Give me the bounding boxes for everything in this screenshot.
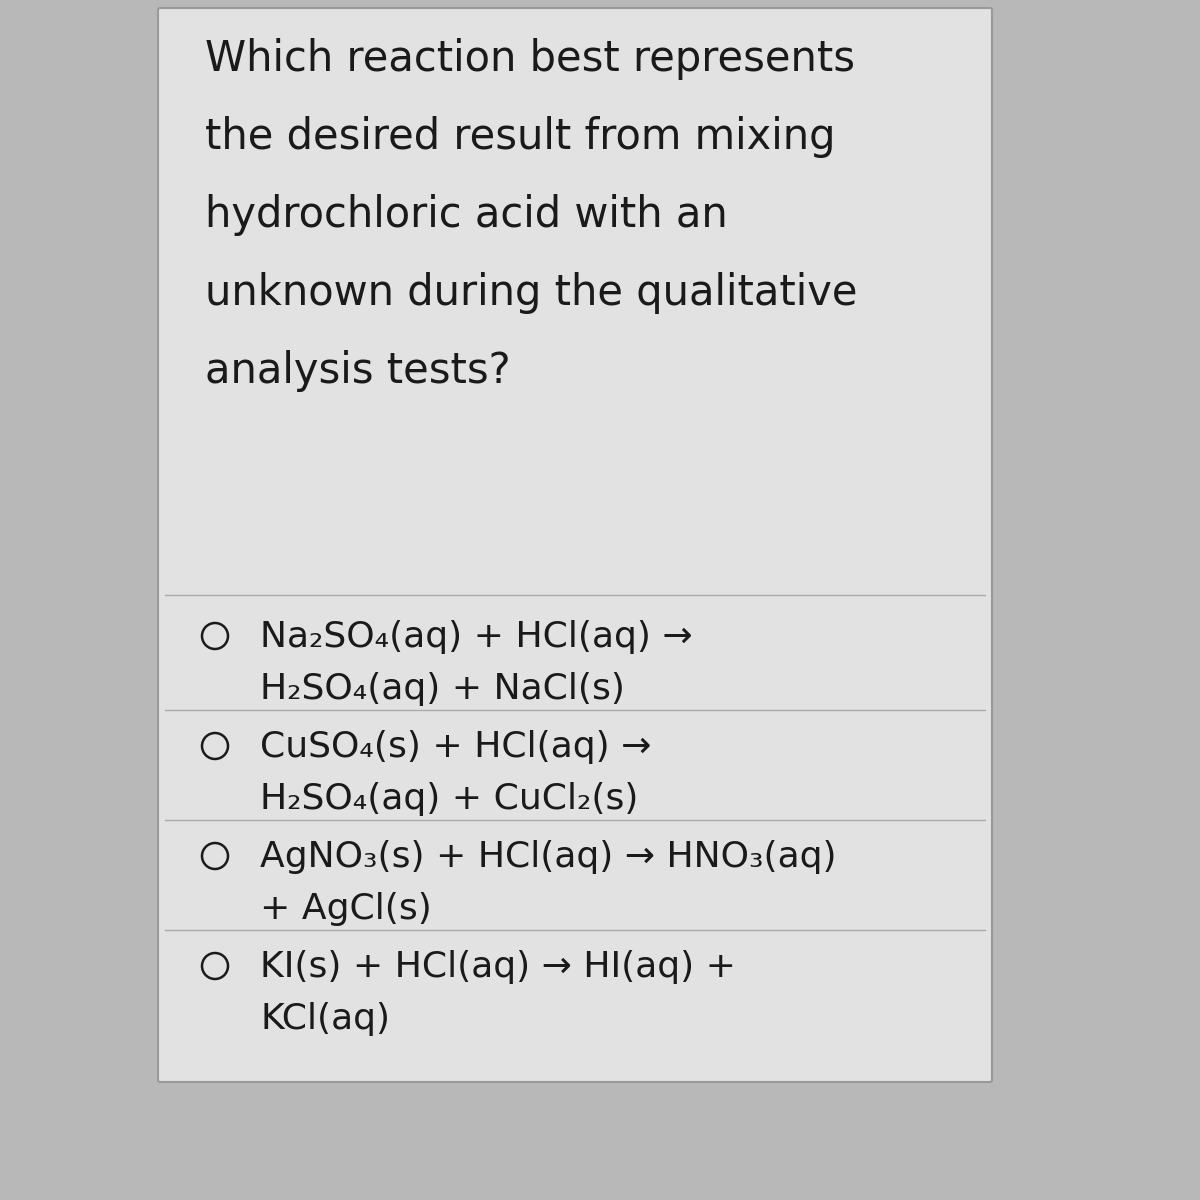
Text: unknown during the qualitative: unknown during the qualitative — [205, 272, 858, 314]
Text: Which reaction best represents: Which reaction best represents — [205, 38, 854, 80]
Text: Na₂SO₄(aq) + HCl(aq) →: Na₂SO₄(aq) + HCl(aq) → — [260, 620, 692, 654]
Text: hydrochloric acid with an: hydrochloric acid with an — [205, 194, 727, 236]
Text: H₂SO₄(aq) + NaCl(s): H₂SO₄(aq) + NaCl(s) — [260, 672, 625, 706]
Text: the desired result from mixing: the desired result from mixing — [205, 116, 835, 158]
Text: + AgCl(s): + AgCl(s) — [260, 892, 432, 926]
Text: KI(s) + HCl(aq) → HI(aq) +: KI(s) + HCl(aq) → HI(aq) + — [260, 950, 736, 984]
Text: CuSO₄(s) + HCl(aq) →: CuSO₄(s) + HCl(aq) → — [260, 730, 652, 764]
Text: KCl(aq): KCl(aq) — [260, 1002, 390, 1036]
Text: AgNO₃(s) + HCl(aq) → HNO₃(aq): AgNO₃(s) + HCl(aq) → HNO₃(aq) — [260, 840, 836, 874]
Text: analysis tests?: analysis tests? — [205, 350, 511, 392]
Text: H₂SO₄(aq) + CuCl₂(s): H₂SO₄(aq) + CuCl₂(s) — [260, 782, 638, 816]
FancyBboxPatch shape — [158, 8, 992, 1082]
